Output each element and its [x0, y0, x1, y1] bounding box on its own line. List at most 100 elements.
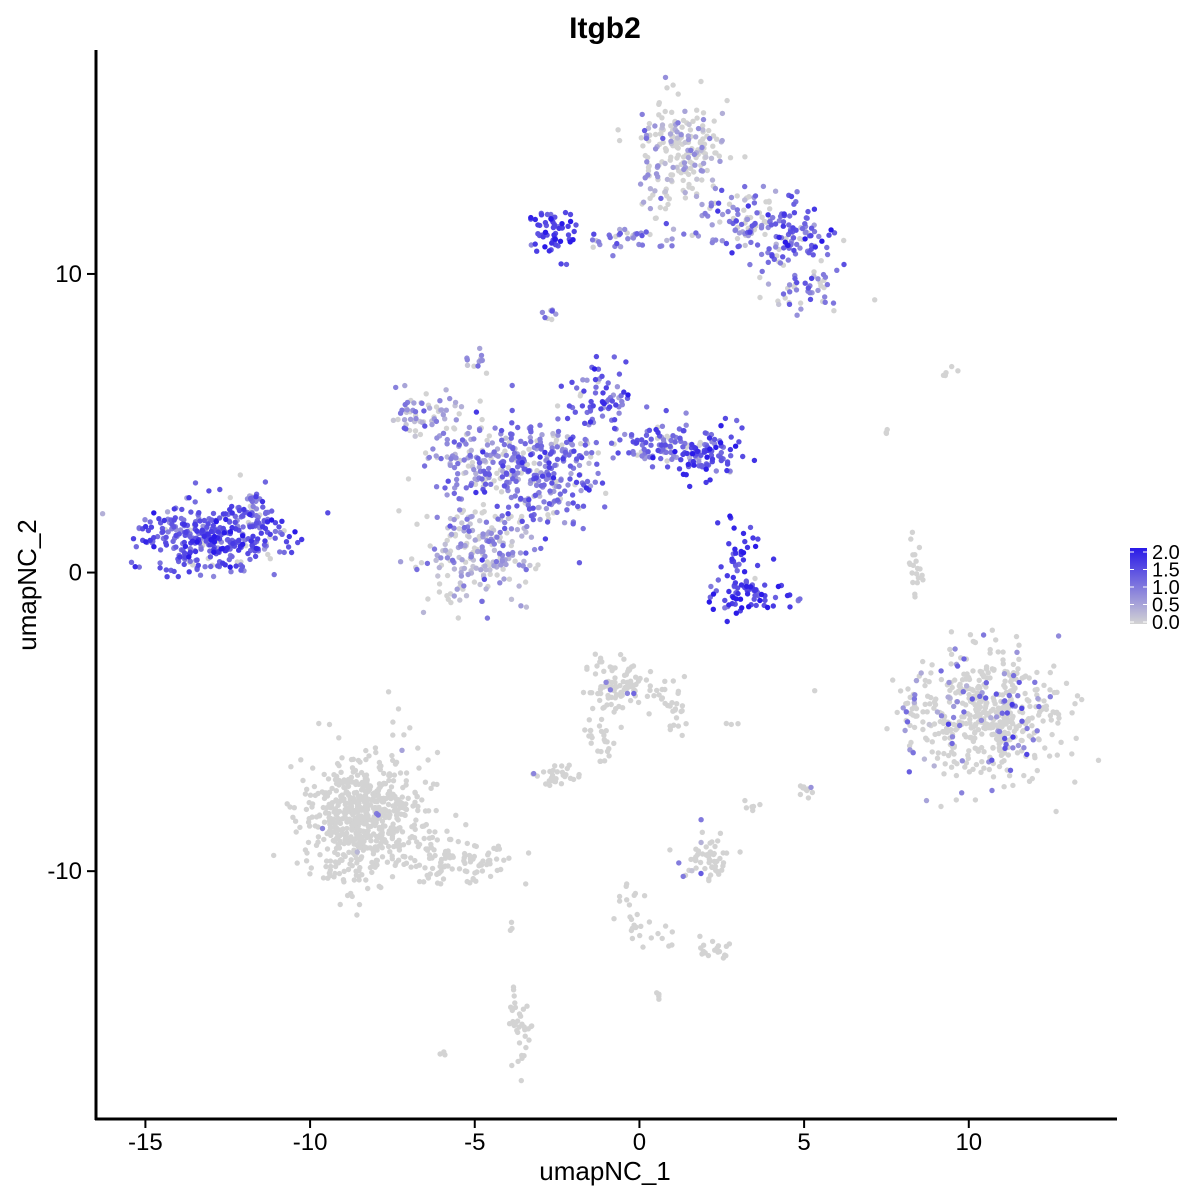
data-point [386, 777, 392, 784]
data-point [334, 810, 341, 816]
data-point [518, 1077, 524, 1084]
data-point [972, 797, 979, 803]
data-point [195, 562, 201, 568]
data-point [183, 529, 189, 536]
data-point [1021, 745, 1027, 751]
data-point [693, 230, 699, 236]
data-point [793, 287, 800, 293]
data-point [603, 679, 609, 685]
data-point [408, 855, 414, 861]
data-point [626, 450, 632, 456]
data-point [512, 1000, 518, 1006]
data-point [674, 135, 681, 141]
data-point [337, 820, 344, 827]
data-point [458, 573, 465, 579]
data-point [443, 407, 449, 413]
data-point [1019, 718, 1025, 724]
data-point [491, 563, 497, 569]
data-point [970, 766, 976, 772]
x-tick-label: -5 [464, 1129, 485, 1156]
data-point [473, 409, 480, 415]
data-point [920, 709, 926, 715]
data-point [394, 815, 400, 822]
data-point [366, 753, 372, 759]
data-point [624, 690, 631, 697]
data-point [241, 506, 247, 513]
data-point [222, 562, 228, 568]
data-point [649, 464, 656, 470]
data-point [395, 706, 402, 712]
data-point [647, 186, 654, 192]
data-point [485, 852, 491, 858]
data-point [609, 398, 615, 404]
data-point [321, 819, 328, 825]
data-point [652, 146, 659, 152]
data-point [386, 771, 393, 777]
data-point [913, 558, 919, 564]
data-point [444, 828, 450, 834]
data-point [272, 520, 279, 526]
data-point [401, 417, 408, 423]
data-point [612, 695, 618, 701]
data-point [735, 211, 741, 217]
data-point [999, 692, 1006, 698]
data-point [656, 101, 662, 108]
data-point [334, 760, 341, 767]
data-point [175, 573, 181, 580]
x-tick-label: 10 [955, 1129, 982, 1156]
data-point [259, 498, 266, 505]
data-point [1047, 687, 1053, 693]
data-point [719, 110, 726, 117]
data-point [465, 430, 471, 437]
data-point [603, 728, 609, 734]
data-point [188, 509, 194, 515]
data-point [911, 724, 918, 731]
data-point [680, 428, 686, 434]
data-point [332, 863, 339, 870]
data-point [208, 563, 214, 570]
data-point [549, 308, 555, 314]
data-point [483, 370, 490, 376]
data-point [534, 468, 540, 474]
data-point [321, 771, 327, 778]
data-point [456, 866, 463, 872]
data-point [248, 538, 255, 544]
data-point [710, 851, 717, 858]
data-point [449, 557, 456, 563]
data-point [272, 535, 278, 541]
data-point [938, 713, 945, 719]
data-point [260, 504, 266, 510]
data-point [483, 586, 489, 592]
data-point [402, 401, 408, 408]
data-point [935, 750, 941, 756]
data-point [509, 538, 515, 545]
data-point [554, 769, 560, 775]
data-point [709, 177, 716, 183]
data-point [595, 470, 601, 477]
data-point [812, 688, 818, 694]
data-point [565, 501, 571, 507]
data-point [1008, 688, 1014, 694]
data-point [709, 456, 716, 462]
data-point [709, 938, 716, 945]
data-point [765, 259, 771, 265]
data-point [481, 489, 488, 495]
data-point [350, 756, 356, 762]
data-point [912, 594, 918, 600]
data-point [328, 803, 335, 809]
data-point [510, 987, 517, 993]
data-point [482, 553, 488, 559]
data-point [1029, 715, 1035, 721]
data-point [509, 925, 515, 932]
data-point [588, 727, 594, 734]
data-point [147, 519, 153, 525]
data-point [567, 218, 574, 225]
data-point [429, 421, 435, 428]
data-point [416, 841, 423, 848]
data-point [728, 721, 734, 728]
data-point [698, 78, 704, 85]
data-point [1002, 735, 1008, 742]
data-point [194, 539, 200, 545]
data-point [728, 194, 735, 201]
data-point [733, 550, 739, 556]
